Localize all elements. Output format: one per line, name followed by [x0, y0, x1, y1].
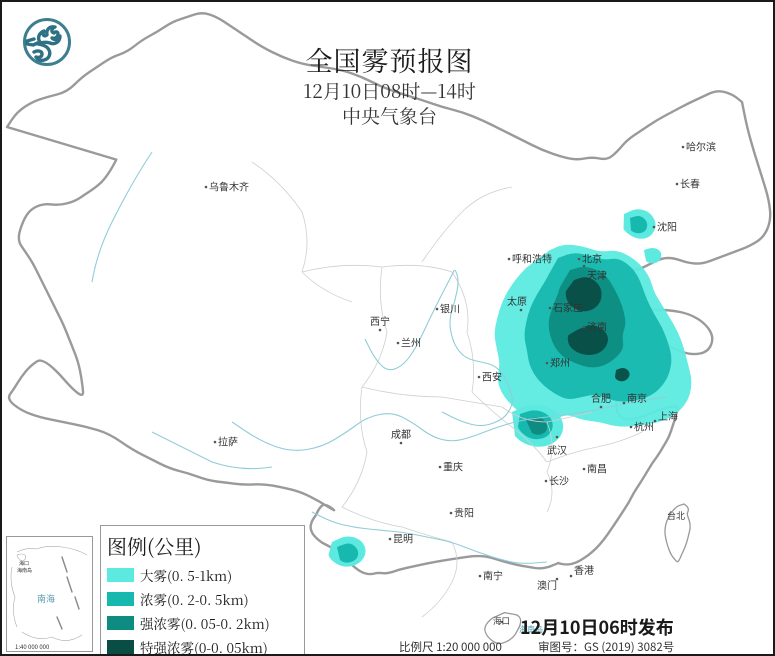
svg-text:长春: 长春 — [680, 176, 700, 191]
svg-text:香港: 香港 — [574, 562, 594, 577]
svg-text:银川: 银川 — [440, 301, 460, 316]
svg-text:郑州: 郑州 — [550, 355, 570, 370]
svg-text:兰州: 兰州 — [401, 335, 421, 350]
svg-text:南宁: 南宁 — [483, 568, 503, 583]
svg-text:重庆: 重庆 — [443, 459, 463, 474]
svg-text:昆明: 昆明 — [393, 531, 413, 546]
svg-text:乌鲁木齐: 乌鲁木齐 — [209, 179, 249, 194]
svg-text:南海: 南海 — [37, 592, 55, 605]
svg-text:海口: 海口 — [493, 615, 510, 627]
svg-text:太原: 太原 — [507, 293, 527, 308]
svg-text:澳门: 澳门 — [537, 577, 557, 592]
svg-text:拉萨: 拉萨 — [218, 434, 238, 449]
svg-text:西安: 西安 — [482, 369, 502, 384]
svg-text:天津: 天津 — [587, 267, 607, 282]
svg-text:1:40 000 000: 1:40 000 000 — [15, 642, 50, 651]
svg-text:合肥: 合肥 — [591, 390, 611, 405]
svg-text:贵阳: 贵阳 — [454, 505, 474, 520]
svg-text:海口: 海口 — [19, 560, 29, 567]
svg-text:南昌: 南昌 — [587, 461, 607, 476]
svg-text:哈尔滨: 哈尔滨 — [686, 139, 716, 154]
svg-text:沈阳: 沈阳 — [657, 219, 677, 234]
svg-text:杭州: 杭州 — [634, 419, 654, 434]
svg-text:武汉: 武汉 — [547, 442, 567, 457]
svg-text:长沙: 长沙 — [549, 473, 569, 488]
svg-text:上海: 上海 — [658, 408, 678, 423]
svg-text:济南: 济南 — [587, 319, 607, 334]
svg-text:南京: 南京 — [627, 390, 647, 405]
svg-text:台北: 台北 — [667, 509, 685, 522]
svg-text:海南岛: 海南岛 — [17, 567, 32, 574]
svg-text:呼和浩特: 呼和浩特 — [512, 251, 552, 266]
svg-text:石家庄: 石家庄 — [553, 300, 583, 315]
svg-text:北京: 北京 — [582, 251, 602, 266]
svg-text:成都: 成都 — [391, 426, 411, 441]
svg-text:西宁: 西宁 — [370, 313, 390, 328]
